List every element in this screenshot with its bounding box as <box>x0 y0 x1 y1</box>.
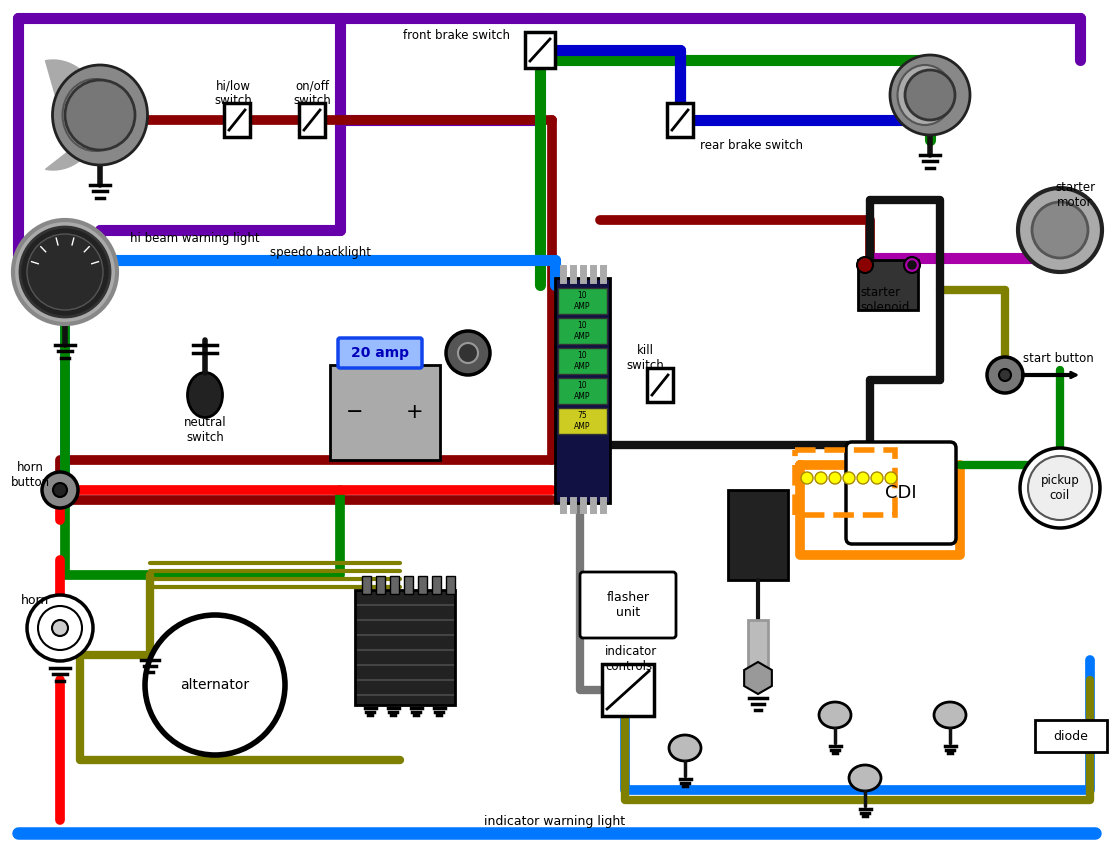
Text: starter
motor: starter motor <box>1055 181 1095 209</box>
Bar <box>558 288 607 314</box>
Circle shape <box>904 257 920 273</box>
Ellipse shape <box>52 65 147 165</box>
Bar <box>748 620 768 670</box>
Circle shape <box>54 483 67 497</box>
Bar <box>418 576 427 594</box>
Bar <box>390 576 399 594</box>
Ellipse shape <box>898 65 952 125</box>
Text: 10
AMP: 10 AMP <box>574 382 590 400</box>
FancyBboxPatch shape <box>338 338 421 368</box>
Bar <box>525 32 555 68</box>
Circle shape <box>843 472 855 484</box>
Bar <box>728 490 788 580</box>
FancyBboxPatch shape <box>846 442 956 544</box>
Text: +: + <box>406 402 424 422</box>
Circle shape <box>20 227 110 317</box>
Circle shape <box>458 343 478 363</box>
Text: indicator
controls: indicator controls <box>605 645 657 673</box>
Text: −: − <box>347 402 363 422</box>
Bar <box>404 576 413 594</box>
FancyBboxPatch shape <box>580 572 676 638</box>
Ellipse shape <box>62 79 127 151</box>
Circle shape <box>446 331 489 375</box>
Circle shape <box>1020 448 1101 528</box>
Polygon shape <box>46 60 115 170</box>
Bar <box>299 103 324 137</box>
Bar <box>224 103 250 137</box>
Text: indicator warning light: indicator warning light <box>484 815 626 829</box>
Circle shape <box>1018 188 1102 272</box>
Text: neutral
switch: neutral switch <box>184 416 226 444</box>
Bar <box>1035 720 1107 752</box>
Text: rear brake switch: rear brake switch <box>700 139 803 151</box>
Circle shape <box>871 472 883 484</box>
Circle shape <box>42 472 78 508</box>
Text: flasher
unit: flasher unit <box>607 591 650 619</box>
Bar <box>667 103 694 137</box>
Ellipse shape <box>934 702 966 728</box>
Text: hi beam warning light: hi beam warning light <box>130 231 260 245</box>
Bar <box>558 408 607 434</box>
Text: hi/low
switch: hi/low switch <box>214 79 252 107</box>
Circle shape <box>1032 202 1088 258</box>
Circle shape <box>815 472 827 484</box>
Bar <box>432 576 442 594</box>
Circle shape <box>65 80 135 150</box>
Bar <box>555 278 610 503</box>
Circle shape <box>828 472 841 484</box>
Text: starter
solenoid: starter solenoid <box>860 286 910 314</box>
Ellipse shape <box>187 372 223 417</box>
Ellipse shape <box>849 765 881 791</box>
Bar <box>376 576 385 594</box>
Bar <box>558 348 607 374</box>
Bar <box>859 260 918 310</box>
Circle shape <box>908 261 917 269</box>
Bar <box>362 576 371 594</box>
Ellipse shape <box>890 55 970 135</box>
Circle shape <box>27 234 103 310</box>
Text: 75
AMP: 75 AMP <box>574 411 590 431</box>
Circle shape <box>801 472 813 484</box>
Text: 10
AMP: 10 AMP <box>574 351 590 371</box>
Text: 10
AMP: 10 AMP <box>574 321 590 341</box>
Circle shape <box>857 257 873 273</box>
Text: on/off
switch: on/off switch <box>293 79 331 107</box>
Bar <box>446 576 455 594</box>
Bar <box>647 368 673 402</box>
Text: alternator: alternator <box>181 678 250 692</box>
Text: kill
switch: kill switch <box>627 344 663 372</box>
Bar <box>558 378 607 404</box>
Bar <box>558 318 607 344</box>
Bar <box>330 365 440 460</box>
Text: pickup
coil: pickup coil <box>1040 474 1079 502</box>
Ellipse shape <box>669 735 701 761</box>
Bar <box>355 590 455 705</box>
Circle shape <box>999 369 1011 381</box>
Ellipse shape <box>820 702 851 728</box>
Circle shape <box>857 472 869 484</box>
Circle shape <box>38 606 83 650</box>
Text: CDI: CDI <box>885 484 917 502</box>
Text: horn
button: horn button <box>10 461 49 489</box>
Bar <box>602 664 655 716</box>
Circle shape <box>27 595 93 661</box>
Circle shape <box>52 620 68 636</box>
Text: 10
AMP: 10 AMP <box>574 292 590 311</box>
Text: diode: diode <box>1054 729 1088 743</box>
Circle shape <box>905 70 956 120</box>
Circle shape <box>13 220 117 324</box>
Bar <box>795 450 895 515</box>
Text: 20 amp: 20 amp <box>351 346 409 360</box>
Text: front brake switch: front brake switch <box>403 29 510 42</box>
Circle shape <box>1028 456 1092 520</box>
Text: horn: horn <box>21 593 49 607</box>
Circle shape <box>987 357 1022 393</box>
Circle shape <box>145 615 285 755</box>
Text: start button: start button <box>1022 352 1094 365</box>
Text: speedo backlight: speedo backlight <box>270 246 370 258</box>
Circle shape <box>885 472 896 484</box>
